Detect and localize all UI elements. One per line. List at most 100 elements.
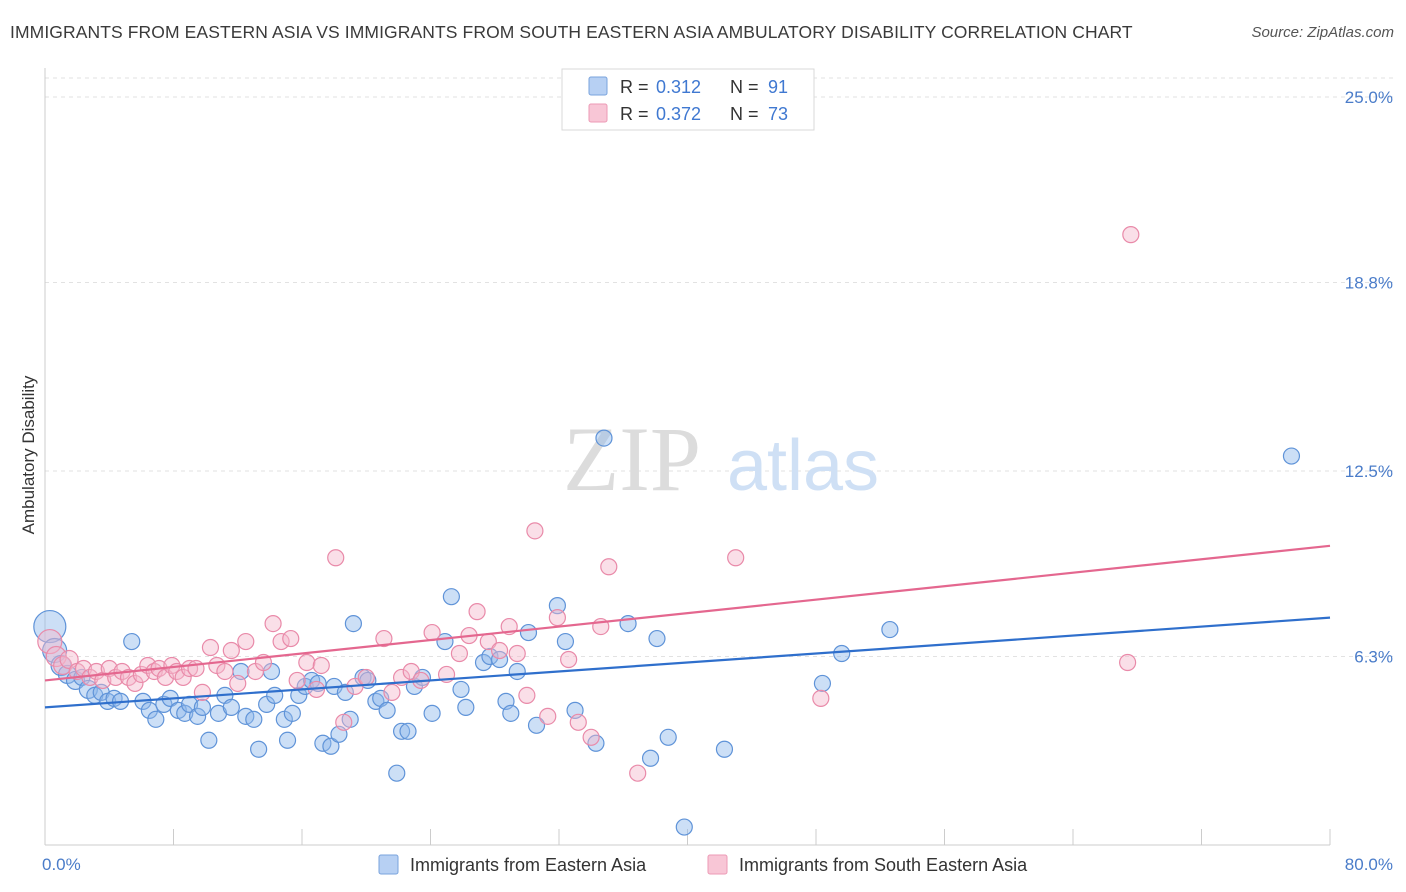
point-series0-15	[147, 710, 165, 728]
point-series1-57	[508, 644, 526, 663]
point-series1-27	[216, 662, 234, 681]
point-series0-83	[833, 644, 851, 663]
point-series0-82	[813, 674, 832, 693]
legend-r-value-2: 0.372	[656, 104, 701, 124]
point-series0-64	[481, 647, 499, 666]
point-series0-68	[508, 662, 526, 681]
point-series1-28	[222, 641, 240, 660]
point-series0-47	[344, 614, 362, 633]
point-series0-58	[423, 704, 441, 722]
point-series1-13	[126, 674, 144, 693]
point-series1-43	[357, 668, 375, 687]
point-series0-75	[595, 429, 613, 447]
point-series0-36	[283, 704, 301, 722]
point-series1-34	[272, 632, 290, 651]
source-label: Source: ZipAtlas.com	[1251, 24, 1394, 41]
grid-lines	[45, 77, 1395, 658]
point-series1-12	[119, 668, 138, 687]
point-series1-63	[569, 713, 587, 731]
point-series0-69	[519, 623, 538, 642]
legend-r-label-1: R =	[620, 77, 649, 97]
point-series0-26	[222, 698, 240, 716]
legend-swatch-south-eastern-asia	[588, 103, 608, 123]
point-series1-53	[468, 603, 486, 621]
watermark-atlas: atlas	[727, 426, 879, 506]
y-tick-label-1: 12.5%	[1345, 462, 1393, 481]
point-series1-51	[450, 644, 469, 663]
y-tick-label-2: 18.8%	[1345, 274, 1393, 293]
point-series1-0	[37, 628, 63, 655]
watermark-zip: ZIP	[563, 408, 701, 510]
point-series1-70	[1119, 653, 1137, 672]
point-series0-62	[457, 698, 475, 716]
point-series1-1	[45, 645, 67, 668]
point-series0-0	[33, 609, 67, 644]
point-series1-23	[187, 659, 205, 678]
point-series1-41	[335, 713, 353, 731]
point-series1-64	[582, 728, 600, 746]
point-series1-29	[229, 674, 247, 693]
point-series0-19	[176, 704, 194, 722]
x-tick-label-0: 0.0%	[42, 855, 81, 874]
series-swatch-eastern-asia	[378, 854, 399, 875]
point-series1-58	[518, 686, 536, 705]
legend-n-label-1: N =	[730, 77, 759, 97]
point-series0-85	[1282, 447, 1301, 465]
point-series0-22	[193, 698, 212, 716]
point-series0-55	[399, 722, 417, 740]
point-series0-37	[290, 686, 308, 705]
point-series0-78	[648, 629, 666, 648]
point-series1-55	[490, 641, 509, 660]
legend-n-value-1: 91	[768, 77, 788, 97]
point-series0-23	[200, 731, 218, 749]
point-series0-79	[659, 728, 677, 746]
data-points	[33, 226, 1301, 836]
point-series1-40	[327, 549, 345, 567]
point-series1-30	[237, 632, 255, 651]
axes	[44, 68, 1331, 846]
point-series0-80	[675, 818, 693, 836]
legend-n-value-2: 73	[768, 104, 788, 124]
legend-swatch-eastern-asia	[588, 76, 608, 96]
trend-line-series1	[44, 544, 1331, 682]
point-series1-25	[201, 638, 220, 657]
point-series1-61	[548, 609, 566, 627]
trend-line-series0	[44, 616, 1331, 709]
point-series0-84	[881, 620, 899, 639]
legend: R = 0.312 N = 91 R = 0.372 N = 73	[561, 68, 815, 131]
x-tick-label-1: 80.0%	[1345, 855, 1393, 874]
point-series0-65	[490, 650, 509, 669]
series-label-eastern-asia: Immigrants from Eastern Asia	[410, 855, 647, 875]
trend-lines	[44, 544, 1331, 709]
series-legend: Immigrants from Eastern Asia Immigrants …	[378, 854, 1028, 875]
point-series1-69	[812, 689, 830, 707]
point-series0-60	[442, 588, 460, 606]
point-series0-52	[378, 701, 396, 719]
y-tick-label-3: 25.0%	[1345, 88, 1393, 107]
series-swatch-south-eastern-asia	[707, 854, 728, 875]
point-series1-66	[600, 558, 618, 576]
point-series0-45	[336, 683, 354, 702]
legend-r-label-2: R =	[620, 104, 649, 124]
point-series1-21	[174, 668, 192, 687]
watermark: ZIP atlas	[563, 408, 879, 510]
point-series1-68	[727, 549, 745, 567]
point-series0-50	[367, 692, 385, 710]
point-series0-71	[548, 597, 566, 615]
y-axis-label: Ambulatory Disability	[19, 375, 38, 534]
point-series0-29	[245, 710, 263, 728]
point-series1-33	[264, 614, 282, 633]
series-label-south-eastern-asia: Immigrants from South Eastern Asia	[739, 855, 1028, 875]
point-series0-12	[123, 632, 141, 651]
point-series0-21	[188, 707, 207, 725]
point-series1-59	[526, 522, 544, 540]
point-series0-35	[278, 731, 297, 749]
point-series1-60	[539, 707, 557, 725]
legend-r-value-1: 0.312	[656, 77, 701, 97]
point-series1-62	[560, 650, 578, 669]
point-series1-37	[298, 653, 316, 672]
point-series0-70	[527, 716, 546, 734]
point-series1-45	[383, 683, 401, 702]
point-series1-67	[629, 764, 647, 782]
